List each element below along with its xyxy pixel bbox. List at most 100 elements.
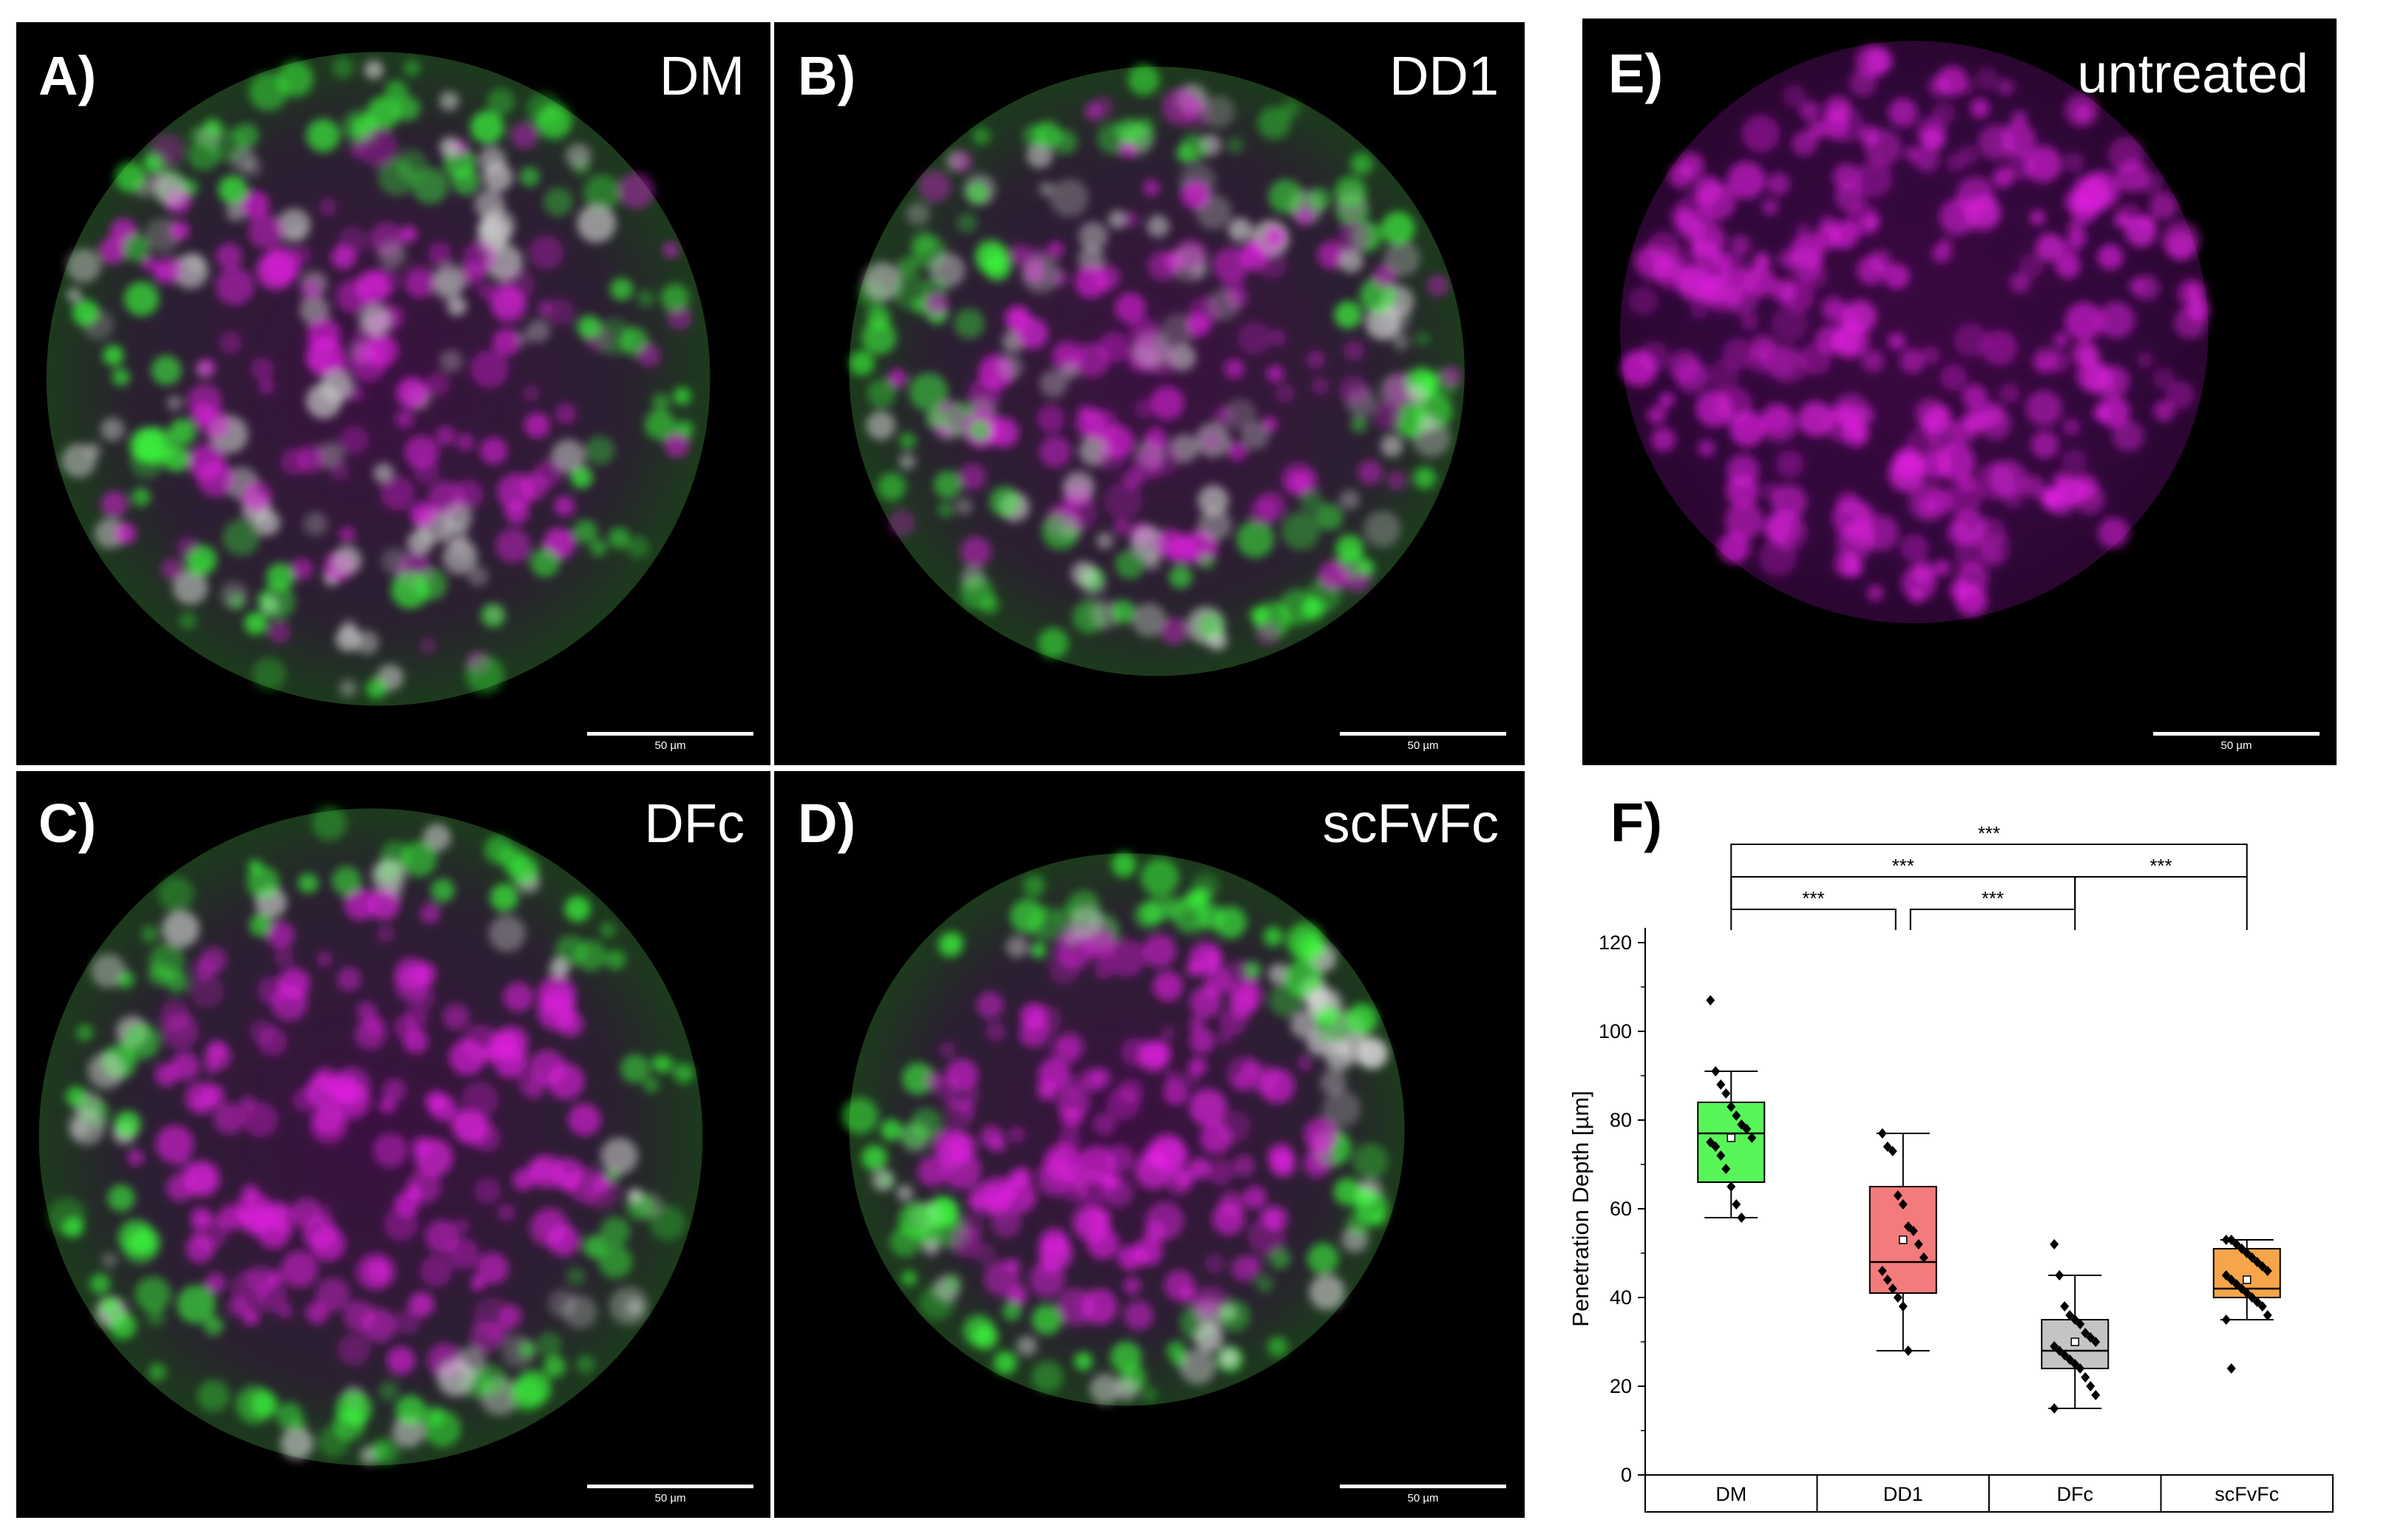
scale-label-b: 50 µm	[1407, 739, 1439, 752]
data-point	[1716, 1079, 1726, 1090]
bracket-line	[1730, 844, 2248, 909]
box-mean	[1899, 1235, 1908, 1244]
panel-label-f: F)	[1610, 792, 1662, 853]
condition-label-a: DM	[659, 45, 745, 106]
cell-texture	[841, 852, 1389, 1405]
panel-label-c: C)	[38, 793, 97, 854]
data-point	[2252, 1297, 2262, 1307]
scale-bar-d	[1340, 1485, 1506, 1488]
significance-bracket: ***	[1730, 822, 2248, 909]
scale-label-d: 50 µm	[1407, 1492, 1439, 1505]
data-point	[2055, 1346, 2064, 1356]
condition-label-b: DD1	[1389, 45, 1499, 106]
significance-bracket: ***	[2074, 855, 2248, 930]
y-tick-label: 60	[1610, 1198, 1632, 1220]
data-point	[2247, 1292, 2257, 1303]
cell-texture	[1620, 44, 2210, 617]
data-point	[2050, 1403, 2059, 1414]
data-point	[1706, 1137, 1715, 1147]
data-point	[2232, 1239, 2241, 1249]
data-point	[1711, 1066, 1721, 1076]
panel-c: C) DFc 50 µm	[16, 771, 770, 1518]
data-point	[1716, 1150, 1726, 1161]
data-point	[2050, 1239, 2059, 1249]
panel-e: E) untreated 50 µm	[1582, 18, 2337, 765]
significance-bracket: ***	[1730, 855, 2076, 909]
data-point	[2237, 1283, 2246, 1294]
data-point	[1877, 1128, 1887, 1139]
condition-label-c: DFc	[644, 793, 745, 854]
panel-b: B) DD1 50 µm	[774, 22, 1525, 765]
significance-bracket: ***	[1730, 887, 1897, 930]
significance-label: ***	[2149, 855, 2172, 877]
data-point	[2081, 1328, 2090, 1338]
bracket-line	[2074, 876, 2248, 930]
data-point	[1893, 1190, 1903, 1201]
data-point	[2242, 1248, 2252, 1258]
data-point	[2247, 1252, 2257, 1263]
spheroid-image-e	[1620, 41, 2210, 624]
spheroid-image-b	[849, 64, 1465, 676]
significance-label: ***	[1978, 822, 2000, 844]
significance-label: ***	[1802, 887, 1824, 909]
data-point	[1893, 1292, 1903, 1303]
scale-bar-a	[587, 732, 753, 736]
data-point	[1888, 1146, 1897, 1156]
data-point	[2263, 1266, 2272, 1276]
y-tick-label: 0	[1621, 1464, 1632, 1486]
y-axis-label: Penetration Depth [µm]	[1568, 1090, 1593, 1326]
data-point	[2226, 1275, 2236, 1285]
condition-label-e: untreated	[2077, 43, 2308, 104]
scale-bar-e	[2153, 732, 2320, 736]
y-tick-label: 80	[1610, 1109, 1632, 1131]
data-point	[1737, 1212, 1746, 1223]
cell-texture	[47, 806, 694, 1465]
data-point	[1898, 1301, 1908, 1312]
data-point	[2065, 1354, 2075, 1365]
panel-label-d: D)	[798, 793, 856, 854]
bracket-line	[1909, 909, 2076, 930]
scale-label-c: 50 µm	[654, 1492, 686, 1505]
data-point	[1721, 1088, 1731, 1099]
scale-label-e: 50 µm	[2220, 739, 2252, 752]
x-tick-label: scFvFc	[2215, 1483, 2279, 1505]
box-mean	[1727, 1133, 1735, 1142]
data-point	[2076, 1319, 2085, 1329]
data-point	[2242, 1288, 2252, 1298]
data-point	[2252, 1257, 2262, 1267]
data-point	[2257, 1301, 2267, 1312]
data-point	[2076, 1363, 2085, 1374]
data-point	[2070, 1315, 2080, 1325]
data-point	[2257, 1261, 2267, 1272]
data-point	[1883, 1275, 1892, 1285]
bracket-line	[1730, 876, 2076, 909]
panel-label-b: B)	[798, 45, 856, 106]
y-tick-label: 120	[1599, 932, 1632, 954]
data-point	[1732, 1199, 1741, 1210]
data-point	[1903, 1221, 1913, 1232]
panel-label-a: A)	[38, 45, 97, 106]
data-point	[1919, 1252, 1928, 1263]
box-dd1	[1868, 1128, 1937, 1356]
data-point	[1737, 1119, 1746, 1130]
data-point	[2065, 1310, 2075, 1320]
data-point	[2060, 1350, 2070, 1360]
spheroid-image-d	[841, 852, 1405, 1406]
significance-label: ***	[1892, 855, 1914, 877]
significance-bracket: ***	[1909, 887, 2076, 930]
data-point	[1903, 1346, 1913, 1356]
data-point	[2050, 1341, 2059, 1351]
data-point	[2081, 1372, 2090, 1383]
box-mean	[2070, 1337, 2079, 1346]
data-point	[2221, 1315, 2231, 1325]
y-tick-label: 20	[1610, 1375, 1632, 1397]
y-tick-label: 100	[1599, 1020, 1632, 1042]
data-point	[1732, 1110, 1741, 1121]
data-point	[2237, 1244, 2246, 1254]
box-scfvfc	[2212, 1235, 2281, 1374]
data-point	[2226, 1235, 2236, 1245]
panel-d: D) scFvFc 50 µm	[774, 771, 1525, 1518]
data-point	[2086, 1381, 2095, 1391]
data-point	[1747, 1133, 1757, 1143]
data-point	[1898, 1199, 1908, 1210]
